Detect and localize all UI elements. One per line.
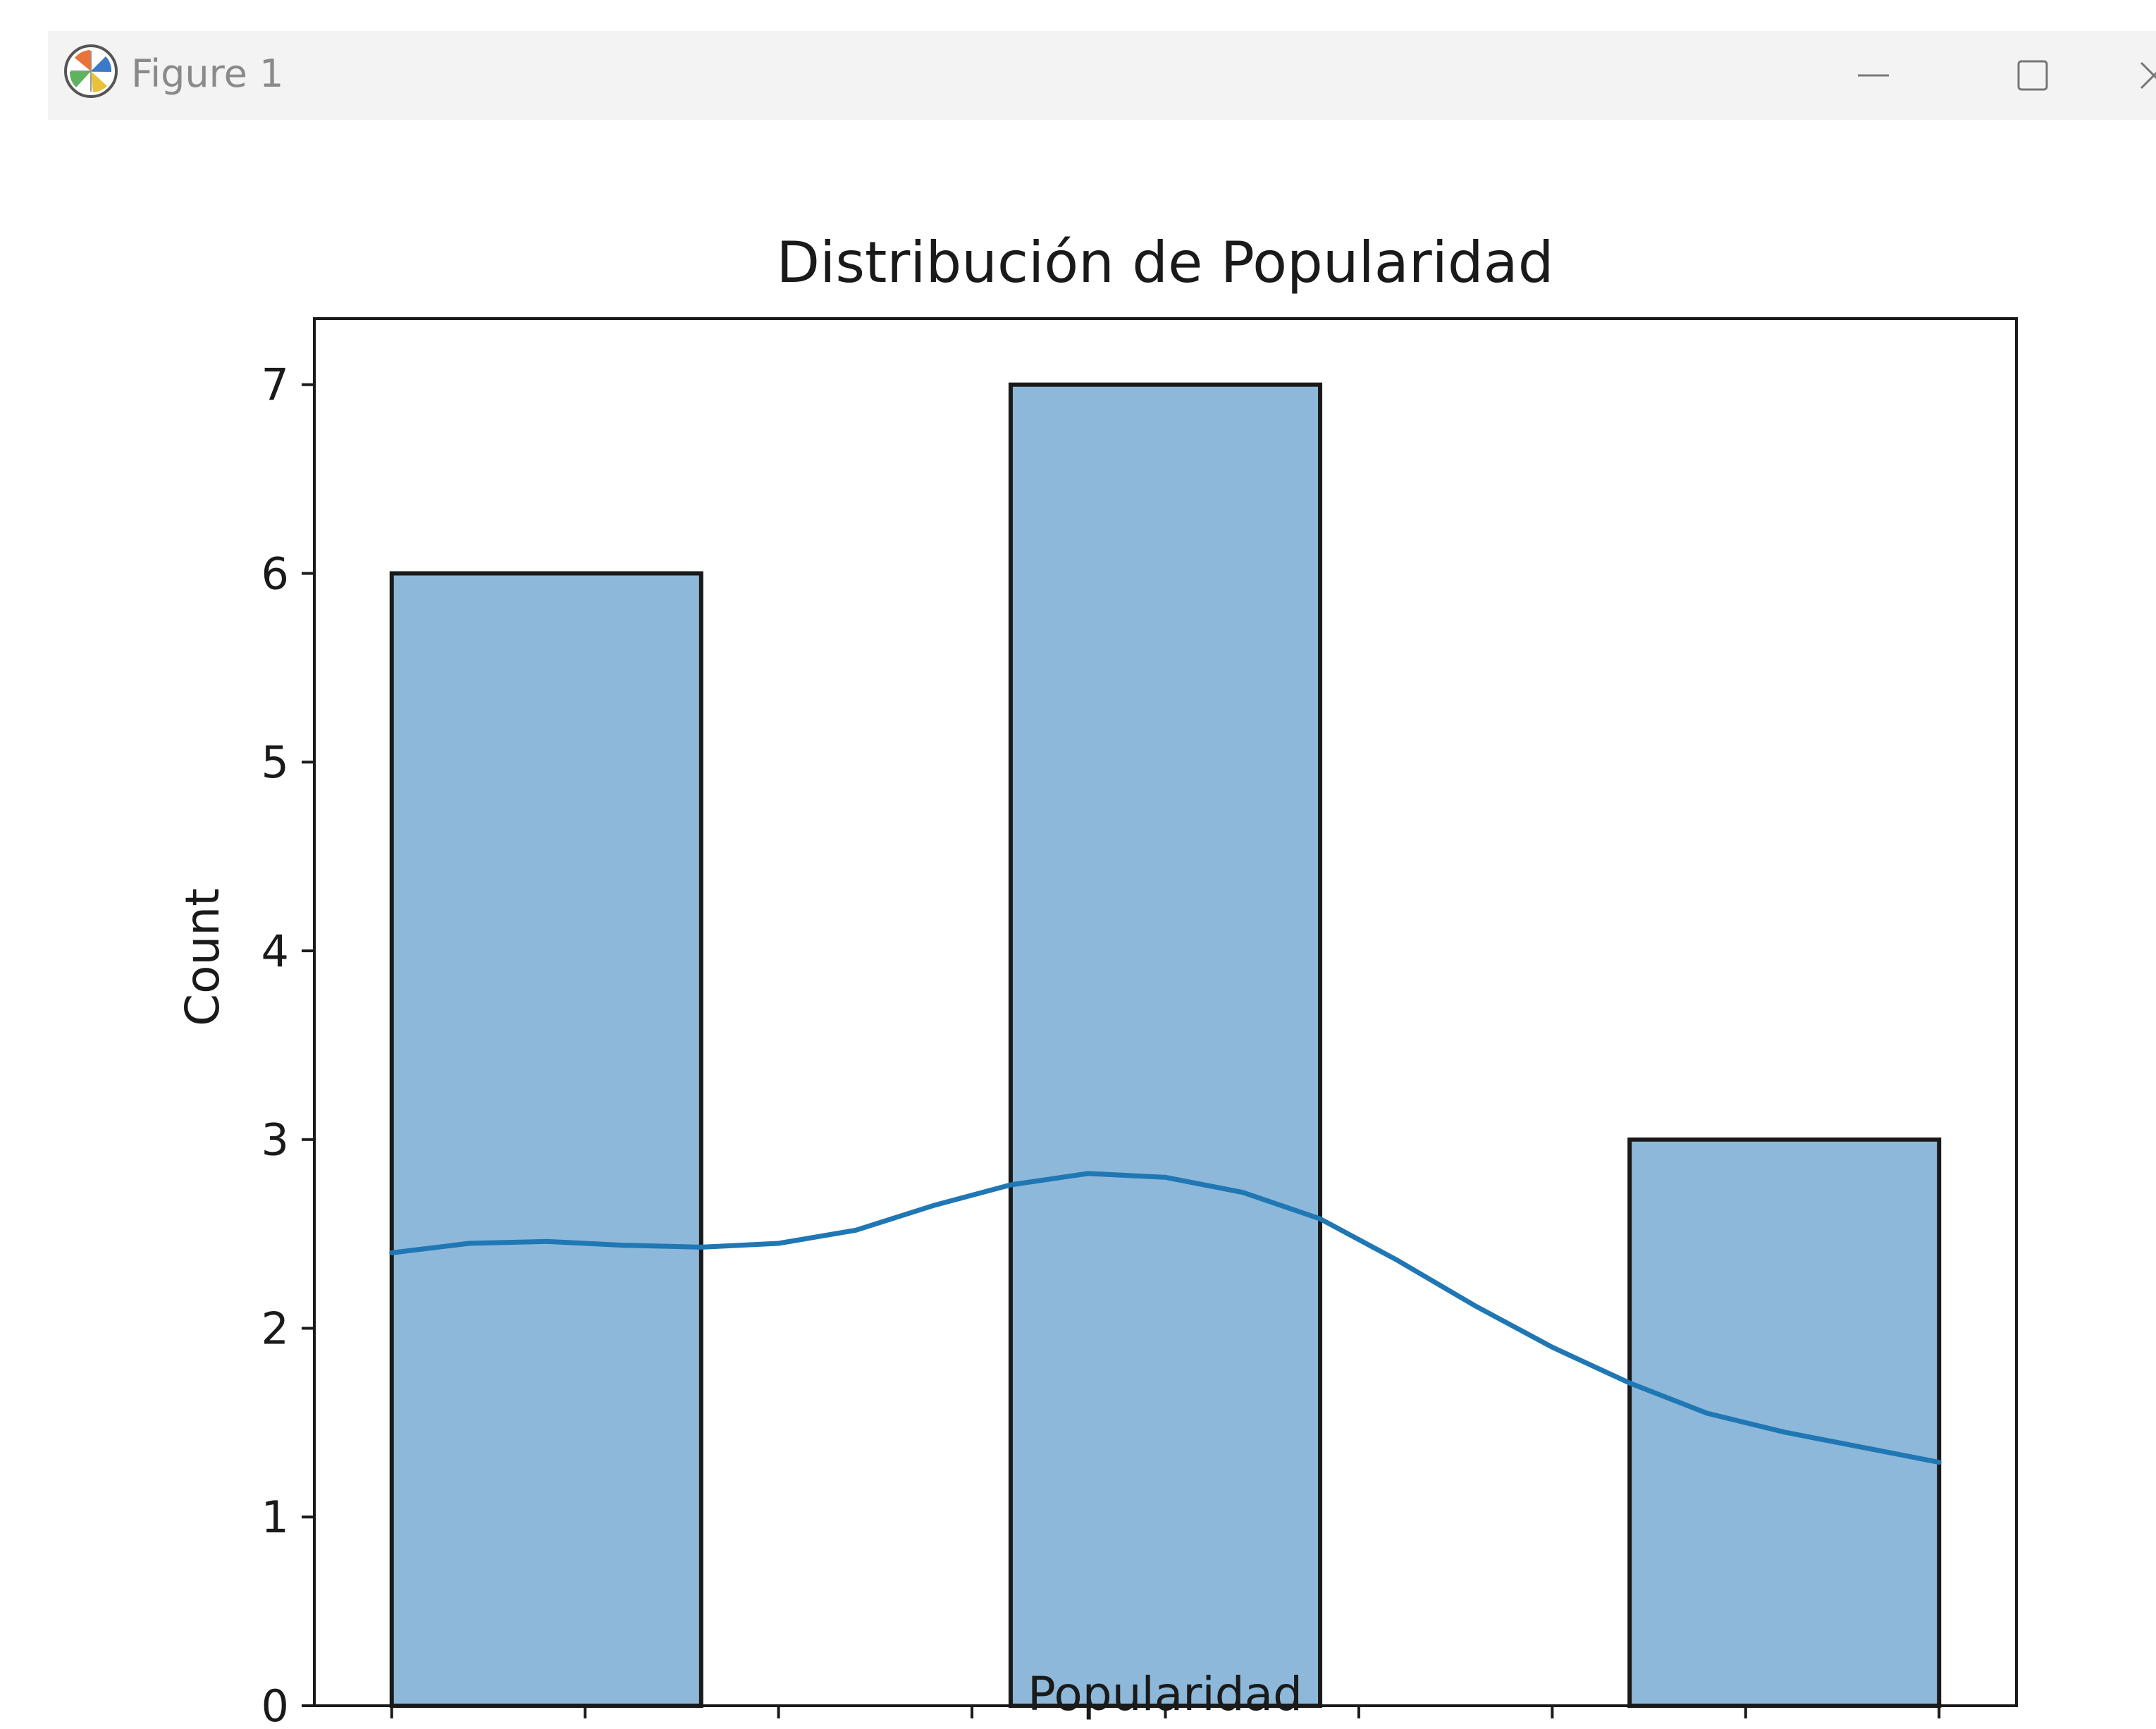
close-icon bbox=[2120, 54, 2156, 97]
y-tick-label: 7 bbox=[261, 359, 289, 411]
y-tick-label: 5 bbox=[261, 737, 289, 788]
maximize-icon bbox=[2012, 54, 2054, 97]
close-button[interactable] bbox=[2120, 45, 2156, 106]
histogram-chart: Distribución de Popularidad 3.003.253.50… bbox=[175, 230, 2018, 1729]
maximize-button[interactable] bbox=[1990, 45, 2075, 106]
histogram-bar-0 bbox=[389, 571, 703, 1708]
figure-canvas: Distribución de Popularidad 3.003.253.50… bbox=[0, 120, 2156, 1729]
minimize-icon bbox=[1852, 54, 1895, 97]
kde-line bbox=[389, 1171, 1942, 1465]
histogram-bar-4 bbox=[1627, 1137, 1942, 1709]
matplotlib-figure-icon bbox=[62, 42, 120, 100]
window-titlebar: Figure 1 bbox=[48, 31, 2156, 120]
y-axis-label: Count bbox=[175, 888, 230, 1026]
y-tick-label: 3 bbox=[261, 1114, 289, 1166]
window-title: Figure 1 bbox=[131, 51, 284, 96]
y-tick-label: 2 bbox=[261, 1303, 289, 1354]
y-tick-label: 0 bbox=[261, 1680, 289, 1729]
y-tick-label: 4 bbox=[261, 925, 289, 977]
y-tick-label: 6 bbox=[261, 548, 289, 599]
y-tick-label: 1 bbox=[261, 1491, 289, 1543]
minimize-button[interactable] bbox=[1831, 45, 1916, 106]
histogram-bar-2 bbox=[1008, 382, 1323, 1709]
x-axis-label: Popularidad bbox=[1028, 1667, 1302, 1721]
chart-title: Distribución de Popularidad bbox=[777, 230, 1554, 295]
